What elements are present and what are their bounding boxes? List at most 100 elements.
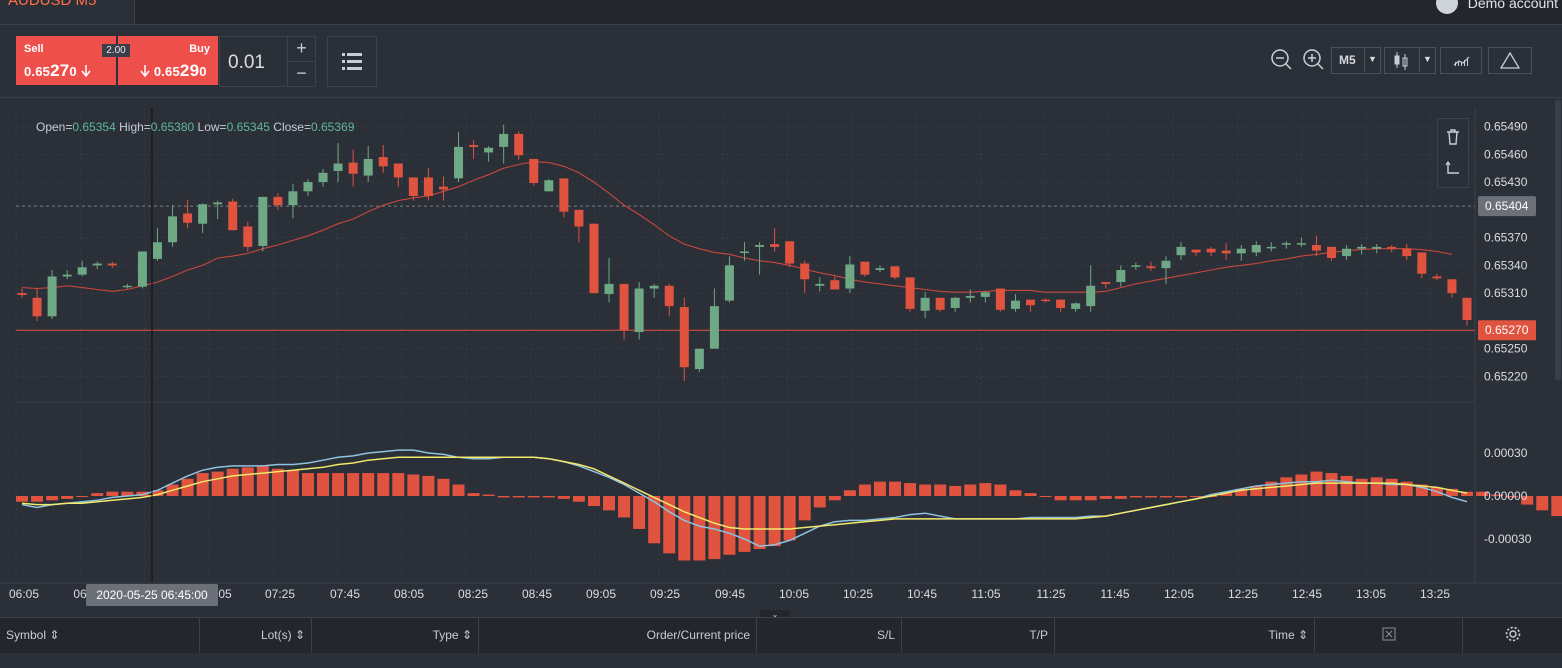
- candle-body: [1221, 250, 1231, 254]
- sell-button[interactable]: Sell 0.65270: [16, 36, 116, 85]
- trash-icon[interactable]: [1444, 128, 1462, 151]
- macd-histogram-bar: [693, 496, 706, 561]
- account-menu[interactable]: Demo account: [1435, 0, 1558, 14]
- candle-body: [469, 145, 479, 147]
- candle-body: [1266, 246, 1276, 249]
- time-axis-tick: 06:05: [9, 587, 39, 601]
- indicators-icon: [1453, 56, 1470, 66]
- candle-body: [1101, 282, 1111, 284]
- candle-body: [845, 264, 855, 289]
- buy-label: Buy: [189, 43, 210, 55]
- time-axis-tick: 10:45: [907, 587, 937, 601]
- panel-collapse-handle[interactable]: ⌄: [760, 610, 790, 620]
- candle-body: [604, 283, 614, 295]
- zoom-out-icon[interactable]: [1270, 48, 1292, 75]
- candle-body: [454, 146, 464, 179]
- macd-histogram-bar: [1235, 488, 1248, 496]
- list-icon: [342, 53, 362, 70]
- col-symbol[interactable]: Symbol ⇕: [0, 618, 200, 653]
- price-axis-tick: 0.65220: [1484, 369, 1528, 383]
- candle-body: [1432, 276, 1442, 279]
- macd-histogram-bar: [16, 496, 28, 502]
- candle-body: [1191, 249, 1201, 253]
- macd-histogram-bar: [347, 473, 360, 496]
- time-axis-tick: 08:45: [522, 587, 552, 601]
- macd-histogram-bar: [332, 473, 345, 496]
- chart-scrollbar[interactable]: [1555, 100, 1561, 380]
- lot-size-input[interactable]: 0.01: [228, 52, 265, 73]
- macd-histogram-bar: [1385, 478, 1398, 496]
- timeframe-select[interactable]: M5 ▼: [1331, 47, 1381, 74]
- macd-histogram-bar: [512, 496, 525, 498]
- candle-body: [213, 202, 223, 205]
- arrow-down-icon: [81, 65, 91, 78]
- candle-body: [770, 244, 780, 247]
- candle-body: [333, 163, 343, 171]
- price-axis-tick: 0.65370: [1484, 231, 1528, 245]
- close-all-icon[interactable]: [1315, 618, 1463, 653]
- chart-type-select[interactable]: ▼: [1384, 47, 1436, 74]
- order-list-button[interactable]: [327, 36, 377, 87]
- time-axis-tick: 05: [218, 587, 232, 601]
- time-axis-tick: 12:25: [1228, 587, 1258, 601]
- lot-size-stepper: 0.01 + −: [219, 36, 316, 87]
- time-axis-tick: 13:05: [1356, 587, 1386, 601]
- macd-histogram-bar: [211, 471, 224, 496]
- candle-body: [77, 267, 87, 275]
- candle-body: [423, 177, 433, 196]
- candle-body: [17, 293, 27, 296]
- candle-body: [1131, 265, 1141, 267]
- macd-histogram-bar: [934, 484, 947, 496]
- zoom-in-icon[interactable]: [1302, 48, 1324, 75]
- macd-histogram-bar: [1415, 484, 1428, 496]
- candle-body: [152, 242, 162, 259]
- candle-body: [348, 162, 358, 174]
- macd-histogram-bar: [557, 496, 570, 499]
- macd-histogram-bar: [542, 496, 555, 498]
- price-axis-tick: 0.65490: [1484, 120, 1528, 134]
- lot-increase-button[interactable]: +: [287, 37, 315, 62]
- macd-histogram-bar: [1069, 496, 1082, 501]
- candle-body: [438, 186, 448, 190]
- macd-histogram-bar: [678, 496, 691, 561]
- candle-body: [1071, 303, 1081, 309]
- macd-histogram-bar: [106, 491, 119, 496]
- time-axis-tick: 11:45: [1100, 587, 1129, 601]
- macd-histogram-bar: [979, 483, 992, 496]
- candle-body: [980, 292, 990, 297]
- col-type[interactable]: Type ⇕: [312, 618, 479, 653]
- candle-body: [920, 297, 930, 311]
- candle-body: [935, 297, 945, 310]
- drawing-side-panel: [1437, 118, 1469, 188]
- candle-body: [664, 285, 674, 307]
- drawing-tools-button[interactable]: [1488, 47, 1532, 74]
- macd-histogram-bar: [633, 496, 646, 529]
- lot-decrease-button[interactable]: −: [287, 62, 315, 86]
- col-time[interactable]: Time ⇕: [1055, 618, 1315, 653]
- settings-gear-icon[interactable]: [1463, 618, 1562, 653]
- macd-histogram-bar: [151, 490, 164, 496]
- macd-line: [21, 449, 1468, 547]
- macd-histogram-bar: [768, 496, 781, 547]
- indicators-button[interactable]: [1440, 47, 1482, 74]
- buy-button[interactable]: Buy 0.65290: [118, 36, 218, 85]
- macd-histogram-bar: [482, 494, 495, 496]
- time-axis-tick: 08:25: [458, 587, 488, 601]
- candle-body: [92, 263, 102, 266]
- candle-body: [1236, 248, 1246, 254]
- macd-histogram-bar: [301, 473, 314, 496]
- arrow-down-icon: [140, 65, 150, 78]
- undo-icon[interactable]: [1444, 159, 1462, 182]
- macd-axis-tick: 0.00030: [1484, 446, 1528, 460]
- candle-body: [499, 133, 509, 147]
- macd-histogram-bar: [1340, 475, 1353, 496]
- candle-body: [243, 226, 253, 247]
- symbol-tab[interactable]: AUDUSD M5: [0, 0, 135, 24]
- price-chart[interactable]: 0.65490 0.65460 0.65430 0.65370 0.65340 0.653…: [0, 0, 1562, 617]
- chevron-down-icon: ▼: [1364, 47, 1380, 72]
- timeframe-value: M5: [1339, 53, 1356, 67]
- time-axis-tick: 07:45: [330, 587, 360, 601]
- col-order-price: Order/Current price: [479, 618, 757, 653]
- col-lots[interactable]: Lot(s) ⇕: [200, 618, 312, 653]
- macd-histogram-bar: [256, 465, 269, 496]
